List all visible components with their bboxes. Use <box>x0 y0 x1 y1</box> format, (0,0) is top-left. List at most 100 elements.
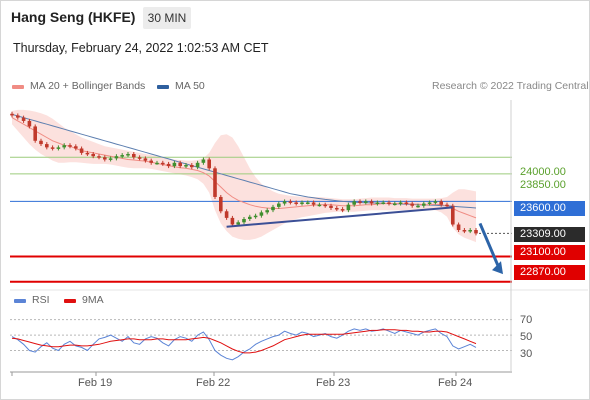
candle-body <box>381 202 385 204</box>
candle-body <box>195 162 200 168</box>
instrument-title: Hang Seng (HKFE) <box>11 9 136 25</box>
candle-body <box>404 202 409 204</box>
candle-body <box>230 217 235 225</box>
candle-body <box>248 216 252 219</box>
legend-rsi-label: RSI <box>32 294 50 306</box>
candle-body <box>346 204 351 211</box>
level-23100-label: 23100.00 <box>514 245 585 260</box>
x-tick-feb19: Feb 19 <box>78 377 113 389</box>
candle-body <box>300 202 304 204</box>
ma20-swatch <box>12 85 24 89</box>
candle-body <box>427 202 432 204</box>
candle-body <box>10 113 14 116</box>
research-credit: Research © 2022 Trading Central <box>432 80 589 92</box>
candle-body <box>97 156 101 158</box>
support-trendline <box>226 206 453 228</box>
candle-body <box>474 230 478 234</box>
candle-body <box>329 205 333 208</box>
x-tick-feb23: Feb 23 <box>316 377 351 389</box>
level-24000-label: 24000.00 <box>520 166 566 178</box>
candle-body <box>242 218 246 223</box>
candle-body <box>416 205 420 208</box>
candle-body <box>161 162 165 165</box>
ma20-line <box>11 117 477 219</box>
timeframe-button[interactable]: 30 MIN <box>143 7 191 29</box>
candle-body <box>172 162 177 167</box>
candle-body <box>50 147 55 149</box>
candle-body <box>398 202 403 204</box>
candle-body <box>323 204 327 207</box>
candle-body <box>410 203 414 206</box>
candle-body <box>364 201 368 203</box>
candle-body <box>16 115 20 118</box>
candle-body <box>253 215 258 218</box>
candle-body <box>137 157 142 159</box>
x-tick-feb22: Feb 22 <box>196 377 231 389</box>
candle-body <box>126 153 130 156</box>
projection-arrow-head <box>492 261 503 275</box>
candle-body <box>74 146 78 149</box>
candle-body <box>103 157 107 160</box>
ma50-swatch <box>157 85 169 89</box>
candle-body <box>236 222 240 225</box>
candle-body <box>132 153 136 158</box>
candle-body <box>114 156 119 159</box>
candle-body <box>21 117 26 121</box>
candle-body <box>439 201 443 205</box>
candle-body <box>56 147 61 149</box>
candle-body <box>62 145 66 148</box>
legend-ma50-label: MA 50 <box>175 80 205 92</box>
candle-body <box>155 162 159 165</box>
legend-rsi-ma-label: 9MA <box>82 294 104 306</box>
candle-body <box>27 120 32 127</box>
rsi-ma-line <box>11 329 477 354</box>
candle-body <box>282 201 287 204</box>
candle-body <box>166 163 171 167</box>
candle-body <box>340 209 345 211</box>
candle-body <box>451 205 455 225</box>
legend-ma20-label: MA 20 + Bollinger Bands <box>30 80 146 92</box>
candle-body <box>45 144 49 148</box>
candle-body <box>79 148 84 153</box>
candle-body <box>143 158 148 161</box>
bollinger-band-fill <box>12 109 476 243</box>
candle-body <box>265 210 269 213</box>
candle-body <box>445 204 449 207</box>
candle-body <box>39 140 43 145</box>
candle-body <box>352 201 356 205</box>
level-22870-label: 22870.00 <box>514 265 585 280</box>
candle-body <box>387 202 391 204</box>
candle-body <box>462 230 467 232</box>
candle-body <box>369 201 374 204</box>
candle-body <box>375 202 380 204</box>
candle-body <box>68 145 72 147</box>
candle-body <box>149 160 153 163</box>
level-23850-label: 23850.00 <box>520 179 566 191</box>
candle-body <box>456 224 461 231</box>
candle-body <box>224 211 229 218</box>
last-price-label: 23309.00 <box>514 227 585 242</box>
candle-body <box>85 152 90 155</box>
candle-body <box>294 202 298 204</box>
timestamp: Thursday, February 24, 2022 1:02:53 AM C… <box>13 41 269 55</box>
candle-body <box>120 155 124 157</box>
candle-body <box>306 202 310 204</box>
rsi-line <box>11 328 477 361</box>
level-23600-label: 23600.00 <box>514 201 585 216</box>
candle-body <box>271 206 275 211</box>
candle-body <box>422 203 426 206</box>
candle-body <box>259 212 264 216</box>
candle-body <box>207 159 211 169</box>
rsi-tick-50: 50 <box>520 331 533 343</box>
rsi-ma-swatch <box>64 299 76 303</box>
rsi-swatch <box>14 299 26 303</box>
candle-body <box>213 168 217 197</box>
projection-arrow-shaft <box>478 222 501 269</box>
rsi-tick-30: 30 <box>520 348 533 360</box>
candle-body <box>33 126 37 141</box>
candle-body <box>468 230 472 232</box>
candle-body <box>277 203 281 207</box>
candle-body <box>184 165 188 167</box>
x-tick-feb24: Feb 24 <box>438 377 473 389</box>
